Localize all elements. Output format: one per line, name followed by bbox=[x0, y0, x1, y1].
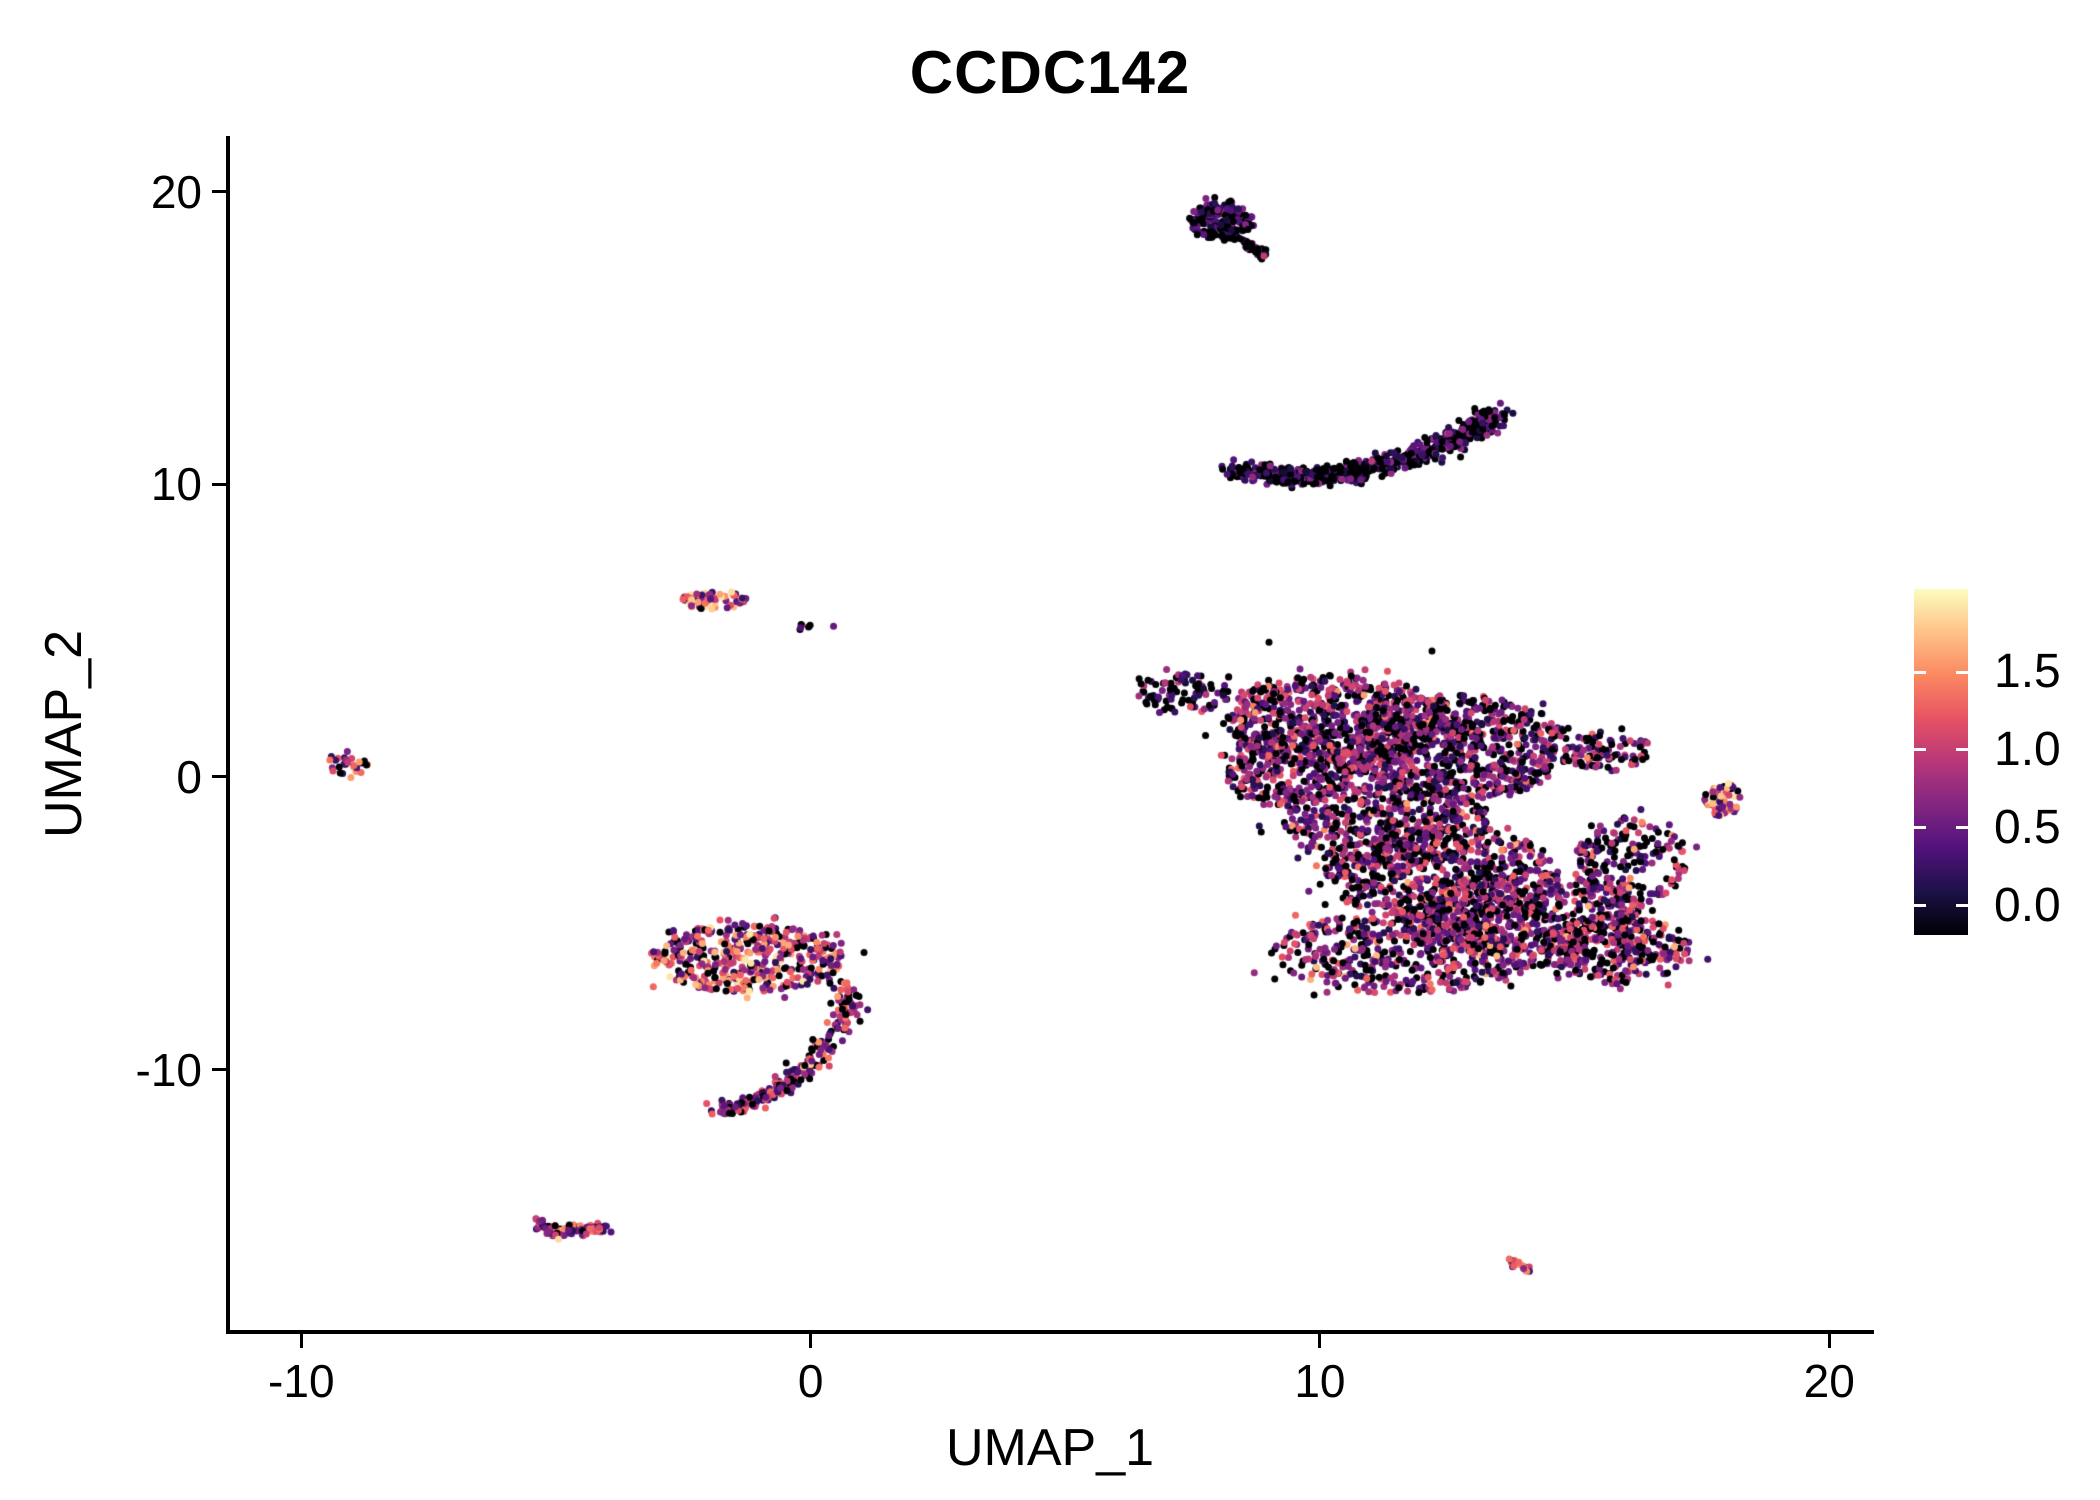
x-axis-line bbox=[226, 1330, 1874, 1334]
y-tick-mark bbox=[212, 190, 226, 194]
colorbar-tick-mark bbox=[1956, 748, 1968, 752]
y-axis-line bbox=[226, 136, 230, 1334]
colorbar-tick-label: 1.0 bbox=[1994, 722, 2061, 776]
plot-title: CCDC142 bbox=[909, 39, 1191, 106]
x-tick-mark bbox=[299, 1334, 303, 1348]
colorbar-tick-mark bbox=[1914, 748, 1926, 752]
y-tick-mark bbox=[212, 775, 226, 779]
y-tick-mark bbox=[212, 1068, 226, 1072]
colorbar-tick-mark bbox=[1956, 670, 1968, 674]
colorbar-tick-mark bbox=[1914, 904, 1926, 908]
colorbar-tick-mark bbox=[1956, 826, 1968, 830]
colorbar-tick-label: 0.5 bbox=[1994, 800, 2061, 854]
y-tick-label: 0 bbox=[176, 750, 202, 803]
y-tick-label: 10 bbox=[150, 458, 202, 511]
colorbar-tick-mark bbox=[1914, 826, 1926, 830]
y-axis-label: UMAP_2 bbox=[35, 629, 93, 839]
x-tick-label: 0 bbox=[797, 1355, 824, 1407]
x-tick-label: -10 bbox=[268, 1355, 335, 1407]
colorbar-gradient bbox=[1914, 589, 1968, 935]
colorbar-tick-mark bbox=[1914, 670, 1926, 674]
x-tick-label: 20 bbox=[1803, 1355, 1855, 1407]
x-tick-mark bbox=[809, 1334, 813, 1348]
x-axis-label: UMAP_1 bbox=[945, 1419, 1155, 1477]
x-tick-mark bbox=[1318, 1334, 1322, 1348]
y-tick-label: 20 bbox=[150, 165, 202, 218]
colorbar-tick-label: 0.0 bbox=[1994, 878, 2061, 932]
y-tick-label: -10 bbox=[135, 1043, 202, 1096]
y-tick-mark bbox=[212, 482, 226, 486]
colorbar-tick-mark bbox=[1956, 904, 1968, 908]
x-tick-label: 10 bbox=[1294, 1355, 1346, 1407]
x-tick-mark bbox=[1827, 1334, 1831, 1348]
colorbar-tick-label: 1.5 bbox=[1994, 645, 2061, 699]
